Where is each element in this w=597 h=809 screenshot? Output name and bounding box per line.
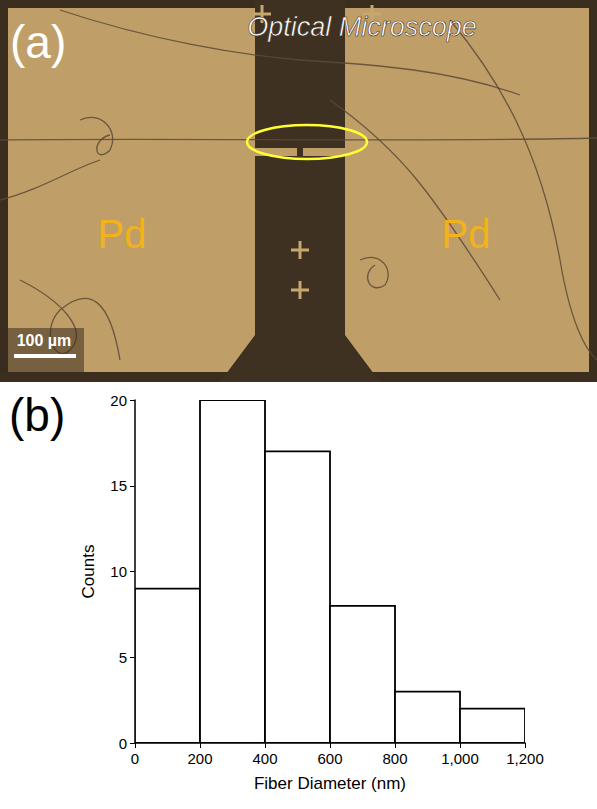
svg-text:Fiber Diameter (nm): Fiber Diameter (nm) (254, 774, 406, 793)
svg-text:100 µm: 100 µm (17, 332, 72, 349)
svg-text:400: 400 (252, 750, 277, 767)
svg-text:Pd: Pd (98, 212, 147, 256)
svg-text:(b): (b) (9, 389, 65, 441)
svg-text:0: 0 (119, 735, 127, 752)
svg-text:(a): (a) (10, 16, 66, 68)
svg-text:1,000: 1,000 (441, 750, 479, 767)
svg-text:Optical Microscope: Optical Microscope (247, 12, 477, 42)
svg-text:0: 0 (131, 750, 139, 767)
svg-text:200: 200 (187, 750, 212, 767)
svg-text:5: 5 (119, 649, 127, 666)
svg-text:20: 20 (110, 392, 127, 409)
svg-text:15: 15 (110, 477, 127, 494)
svg-text:800: 800 (382, 750, 407, 767)
svg-text:Pd: Pd (442, 212, 491, 256)
svg-text:1,200: 1,200 (506, 750, 544, 767)
svg-text:600: 600 (317, 750, 342, 767)
svg-text:Counts: Counts (79, 545, 98, 599)
svg-text:10: 10 (110, 563, 127, 580)
